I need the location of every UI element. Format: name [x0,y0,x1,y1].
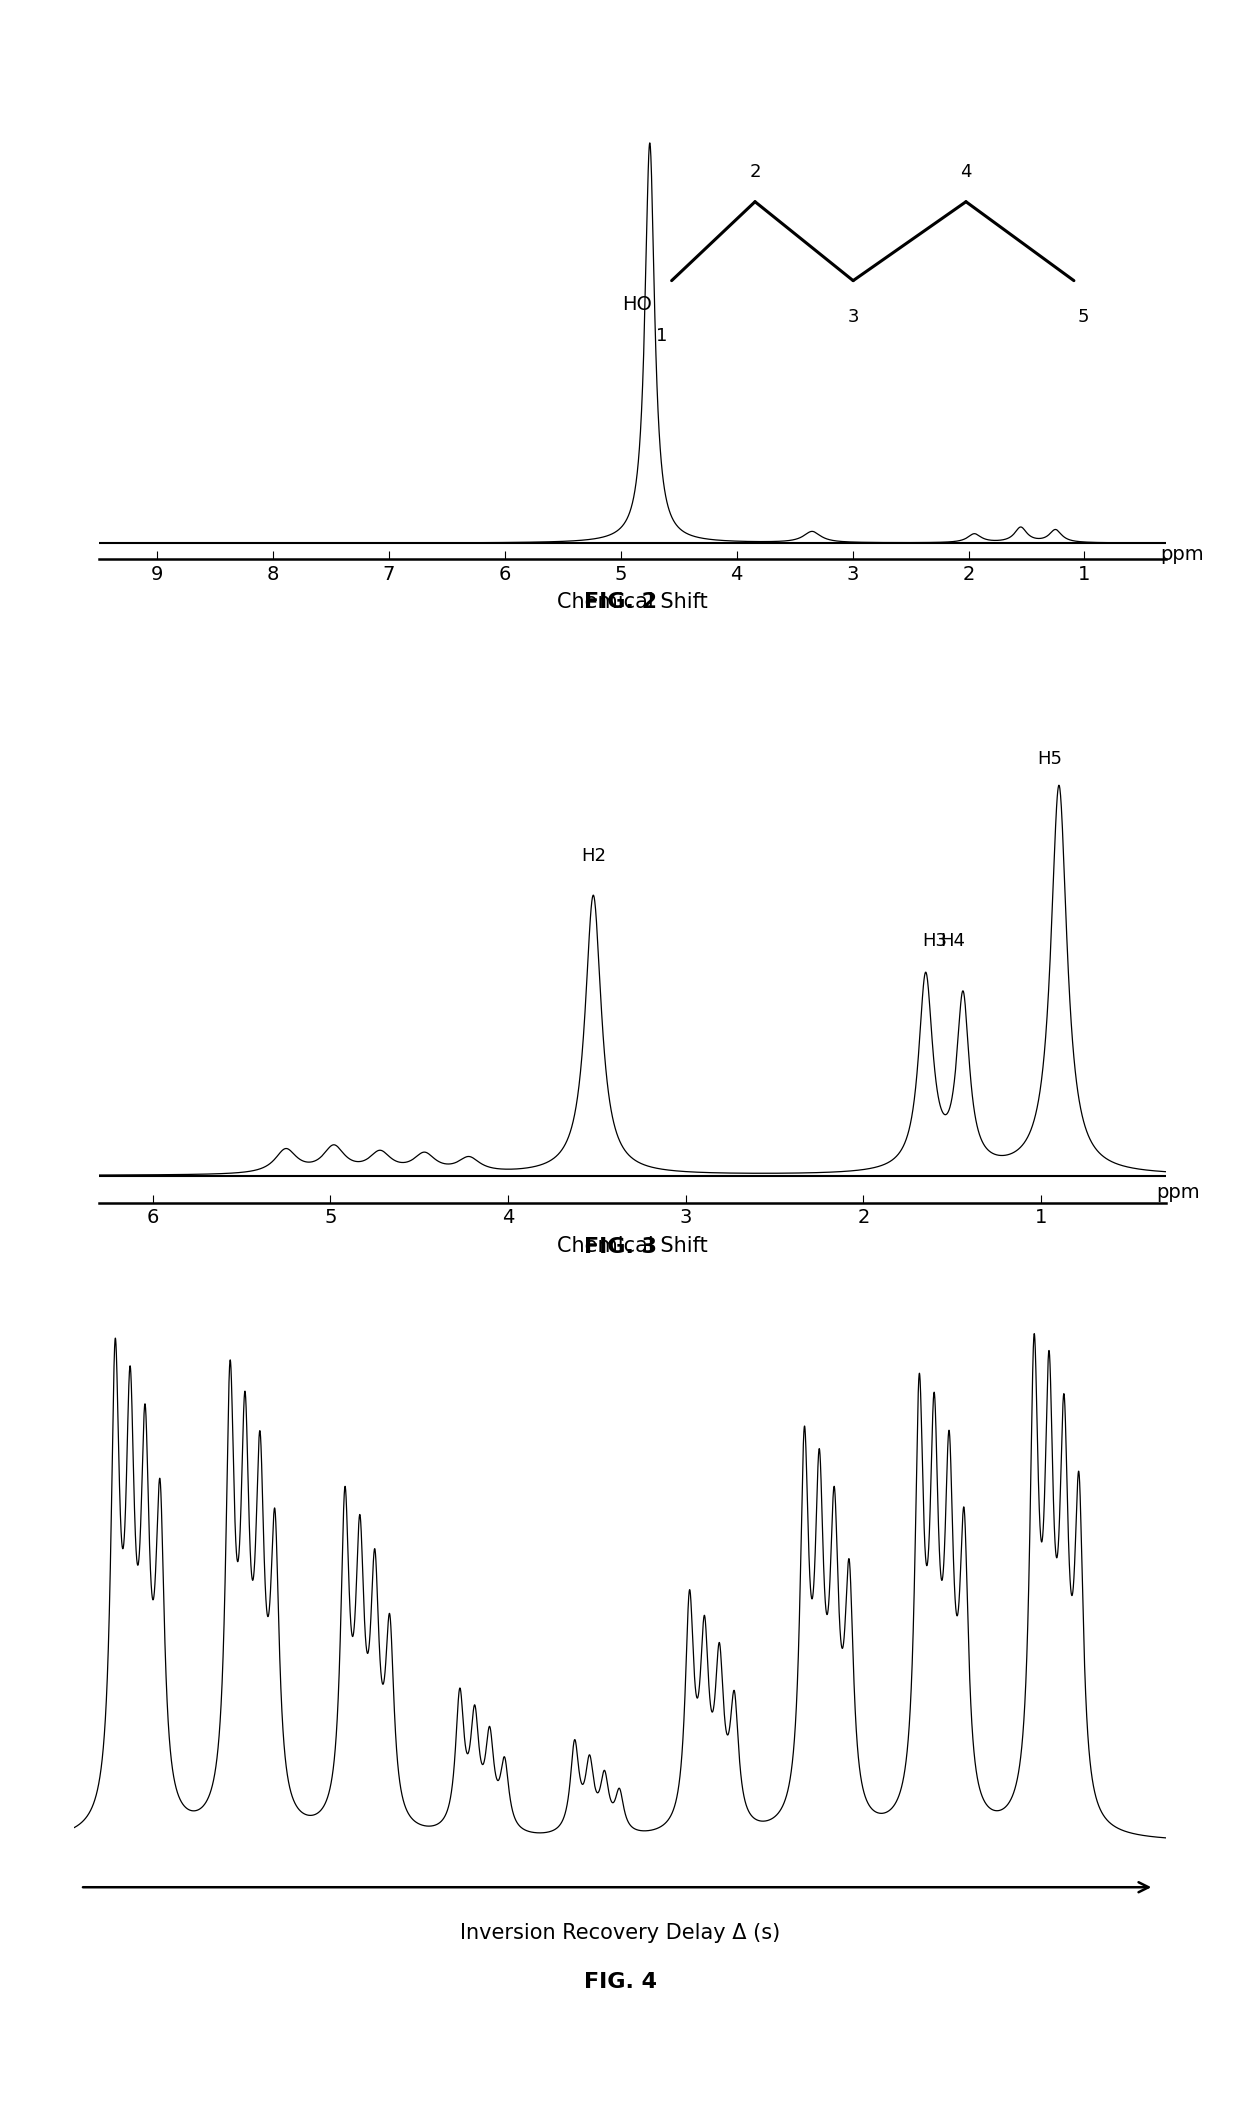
Text: ppm: ppm [1159,544,1204,563]
Text: FIG. 3: FIG. 3 [584,1236,656,1258]
X-axis label: Chemical Shift: Chemical Shift [557,593,708,612]
X-axis label: Inversion Recovery Delay Δ (s): Inversion Recovery Delay Δ (s) [460,1924,780,1943]
Text: FIG. 4: FIG. 4 [584,1971,656,1992]
X-axis label: Chemical Shift: Chemical Shift [557,1236,708,1255]
Text: H2: H2 [580,846,606,865]
Text: H5: H5 [1038,749,1063,768]
Text: H3: H3 [923,933,947,950]
Text: ppm: ppm [1157,1184,1200,1203]
Text: H4: H4 [940,933,965,950]
Text: FIG. 2: FIG. 2 [584,591,656,612]
